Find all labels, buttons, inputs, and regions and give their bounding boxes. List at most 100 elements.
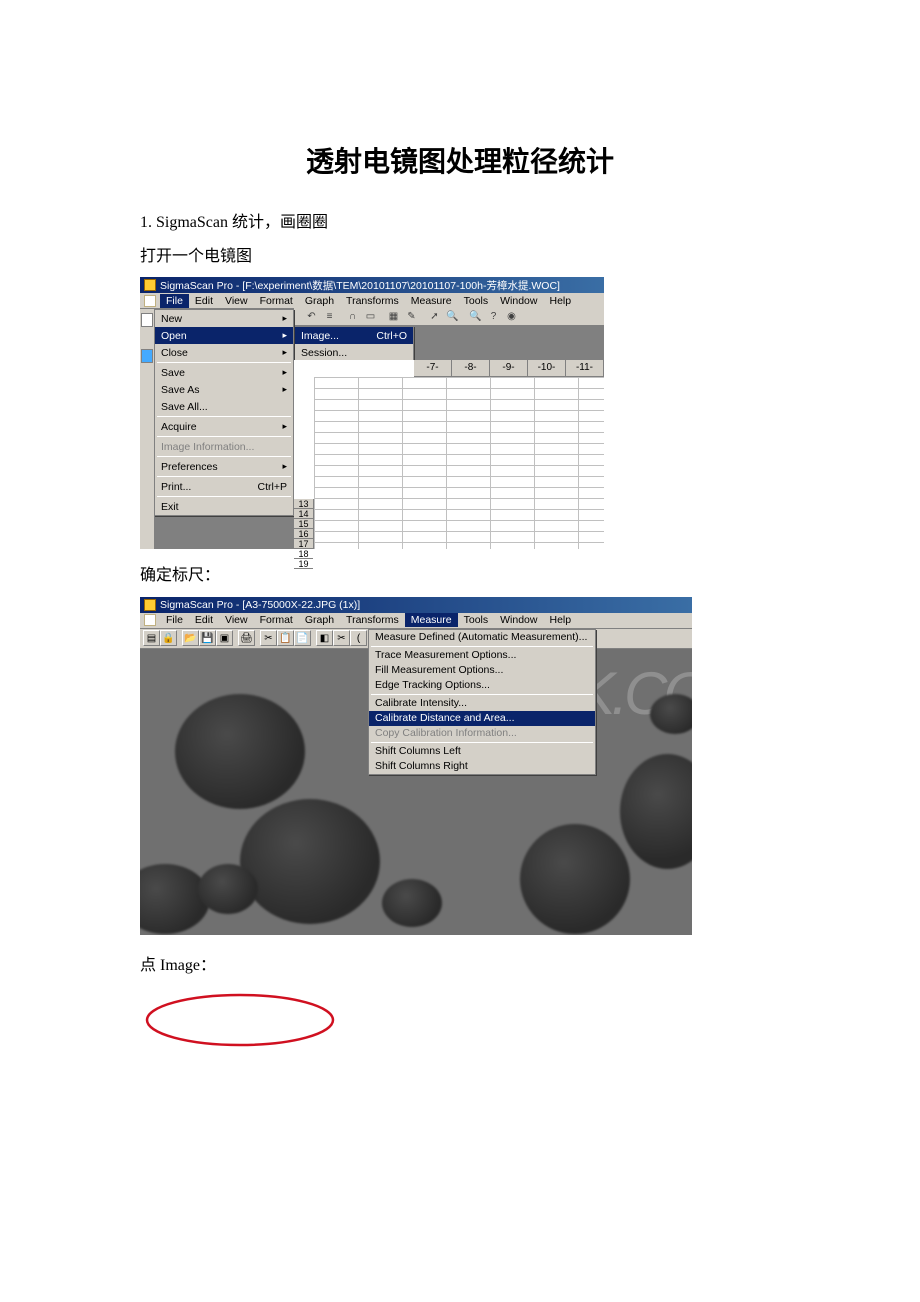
- row-header[interactable]: 17: [294, 539, 313, 549]
- doc-icon: [144, 295, 156, 307]
- menu-item-save-all-[interactable]: Save All...: [155, 398, 293, 415]
- toolbar-button-4[interactable]: ▣: [216, 630, 233, 646]
- submenu-item-image-[interactable]: Image...Ctrl+O: [295, 327, 413, 344]
- toolbar-button-9[interactable]: ?: [485, 309, 502, 324]
- toolbar-button-2[interactable]: ∩: [344, 309, 361, 324]
- menu-item-shift-columns-left[interactable]: Shift Columns Left: [369, 744, 595, 759]
- col-header[interactable]: -11-: [566, 360, 604, 376]
- menu-item-close[interactable]: Close▸: [155, 344, 293, 361]
- app-icon: [144, 279, 156, 291]
- ss2-titlebar: SigmaScan Pro - [A3-75000X-22.JPG (1x)]: [140, 597, 692, 613]
- menu-graph[interactable]: Graph: [299, 294, 340, 308]
- app-icon: [144, 599, 156, 611]
- menu-graph[interactable]: Graph: [299, 613, 340, 627]
- toolbar-button-5[interactable]: 🖨: [238, 630, 255, 646]
- toolbar-button-3[interactable]: 💾: [199, 630, 216, 646]
- red-ellipse-annotation: [140, 990, 780, 1058]
- tem-particle: [620, 754, 692, 869]
- menu-item-fill-measurement-options-[interactable]: Fill Measurement Options...: [369, 663, 595, 678]
- col-header[interactable]: -8-: [452, 360, 490, 376]
- screenshot-1-sigmascan-file-menu: SigmaScan Pro - [F:\experiment\数据\TEM\20…: [140, 277, 604, 549]
- tem-particle: [240, 799, 380, 924]
- toolbar-button-11[interactable]: (: [350, 630, 367, 646]
- row-header[interactable]: 18: [294, 549, 313, 559]
- menu-separator: [371, 742, 593, 743]
- row-header[interactable]: 19: [294, 559, 313, 569]
- toolbar-button-8[interactable]: 🔍: [467, 309, 484, 324]
- menu-item-measure-defined-automatic-measurement-[interactable]: Measure Defined (Automatic Measurement).…: [369, 630, 595, 645]
- menu-separator: [157, 416, 291, 417]
- toolbar-button-7[interactable]: 📋: [277, 630, 294, 646]
- toolbar-button-10[interactable]: ✂: [333, 630, 350, 646]
- menu-item-acquire[interactable]: Acquire▸: [155, 418, 293, 435]
- toolbar-button-4[interactable]: ▦: [385, 309, 402, 324]
- menu-file[interactable]: File: [160, 294, 189, 308]
- menu-tools[interactable]: Tools: [458, 613, 495, 627]
- menu-edit[interactable]: Edit: [189, 294, 219, 308]
- body-line-1: 1. SigmaScan 统计，画圈圈: [140, 210, 780, 236]
- toolbar-button-5[interactable]: ✎: [403, 309, 420, 324]
- menu-separator: [157, 436, 291, 437]
- col-header[interactable]: -10-: [528, 360, 566, 376]
- menu-measure[interactable]: Measure: [405, 294, 458, 308]
- menu-item-print-[interactable]: Print...Ctrl+P: [155, 478, 293, 495]
- menu-item-trace-measurement-options-[interactable]: Trace Measurement Options...: [369, 648, 595, 663]
- toolbar-button-2[interactable]: 📂: [182, 630, 199, 646]
- toolbar-button-0[interactable]: ↶: [303, 309, 320, 324]
- body-line-2: 打开一个电镜图: [140, 244, 780, 270]
- worksheet-icon[interactable]: [141, 313, 153, 327]
- toolbar-button-7[interactable]: 🔍: [444, 309, 461, 324]
- document-title: 透射电镜图处理粒径统计: [140, 140, 780, 180]
- menu-measure[interactable]: Measure: [405, 613, 458, 627]
- toolbar-button-6[interactable]: ✂: [260, 630, 277, 646]
- toolbar-button-10[interactable]: ◉: [503, 309, 520, 324]
- ss1-workspace: ↶≡∩▭▦✎➚🔍🔍?◉ Image...Ctrl+OSession...Work…: [140, 309, 604, 549]
- ss2-title-text: SigmaScan Pro - [A3-75000X-22.JPG (1x)]: [160, 599, 360, 611]
- menu-window[interactable]: Window: [494, 613, 543, 627]
- toolbar-button-9[interactable]: ◧: [316, 630, 333, 646]
- doc-icon: [144, 614, 156, 626]
- menu-transforms[interactable]: Transforms: [340, 613, 405, 627]
- toolbar-button-8[interactable]: 📄: [294, 630, 311, 646]
- menu-help[interactable]: Help: [543, 294, 577, 308]
- row-header[interactable]: 16: [294, 529, 313, 539]
- worksheet-grid: [314, 377, 604, 549]
- menu-item-save[interactable]: Save▸: [155, 364, 293, 381]
- menu-item-copy-calibration-information-: Copy Calibration Information...: [369, 726, 595, 741]
- menu-item-calibrate-distance-and-area-[interactable]: Calibrate Distance and Area...: [369, 711, 595, 726]
- row-header[interactable]: 14: [294, 509, 313, 519]
- menu-item-image-information-: Image Information...: [155, 438, 293, 455]
- tem-particle: [198, 864, 258, 914]
- screenshot-2-sigmascan-measure-menu: SigmaScan Pro - [A3-75000X-22.JPG (1x)] …: [140, 597, 692, 935]
- menu-item-shift-columns-right[interactable]: Shift Columns Right: [369, 759, 595, 774]
- row-header[interactable]: 15: [294, 519, 313, 529]
- submenu-item-session-[interactable]: Session...: [295, 344, 413, 361]
- menu-help[interactable]: Help: [543, 613, 577, 627]
- menu-item-open[interactable]: Open▸: [155, 327, 293, 344]
- toolbar-button-1[interactable]: 🔒: [160, 630, 177, 646]
- menu-item-edge-tracking-options-[interactable]: Edge Tracking Options...: [369, 678, 595, 693]
- menu-item-save-as[interactable]: Save As▸: [155, 381, 293, 398]
- menu-item-preferences[interactable]: Preferences▸: [155, 458, 293, 475]
- image-icon[interactable]: [141, 349, 153, 363]
- toolbar-button-0[interactable]: ▤: [143, 630, 160, 646]
- menu-view[interactable]: View: [219, 294, 254, 308]
- menu-item-calibrate-intensity-[interactable]: Calibrate Intensity...: [369, 696, 595, 711]
- menu-item-exit[interactable]: Exit: [155, 498, 293, 515]
- menu-transforms[interactable]: Transforms: [340, 294, 405, 308]
- toolbar-button-3[interactable]: ▭: [362, 309, 379, 324]
- col-header[interactable]: -9-: [490, 360, 528, 376]
- menu-window[interactable]: Window: [494, 294, 543, 308]
- row-header[interactable]: 13: [294, 499, 313, 509]
- toolbar-button-6[interactable]: ➚: [426, 309, 443, 324]
- menu-view[interactable]: View: [219, 613, 254, 627]
- menu-format[interactable]: Format: [254, 294, 299, 308]
- menu-file[interactable]: File: [160, 613, 189, 627]
- tem-particle: [175, 694, 305, 809]
- menu-tools[interactable]: Tools: [458, 294, 495, 308]
- col-header[interactable]: -7-: [414, 360, 452, 376]
- menu-item-new[interactable]: New▸: [155, 310, 293, 327]
- menu-format[interactable]: Format: [254, 613, 299, 627]
- menu-edit[interactable]: Edit: [189, 613, 219, 627]
- toolbar-button-1[interactable]: ≡: [321, 309, 338, 324]
